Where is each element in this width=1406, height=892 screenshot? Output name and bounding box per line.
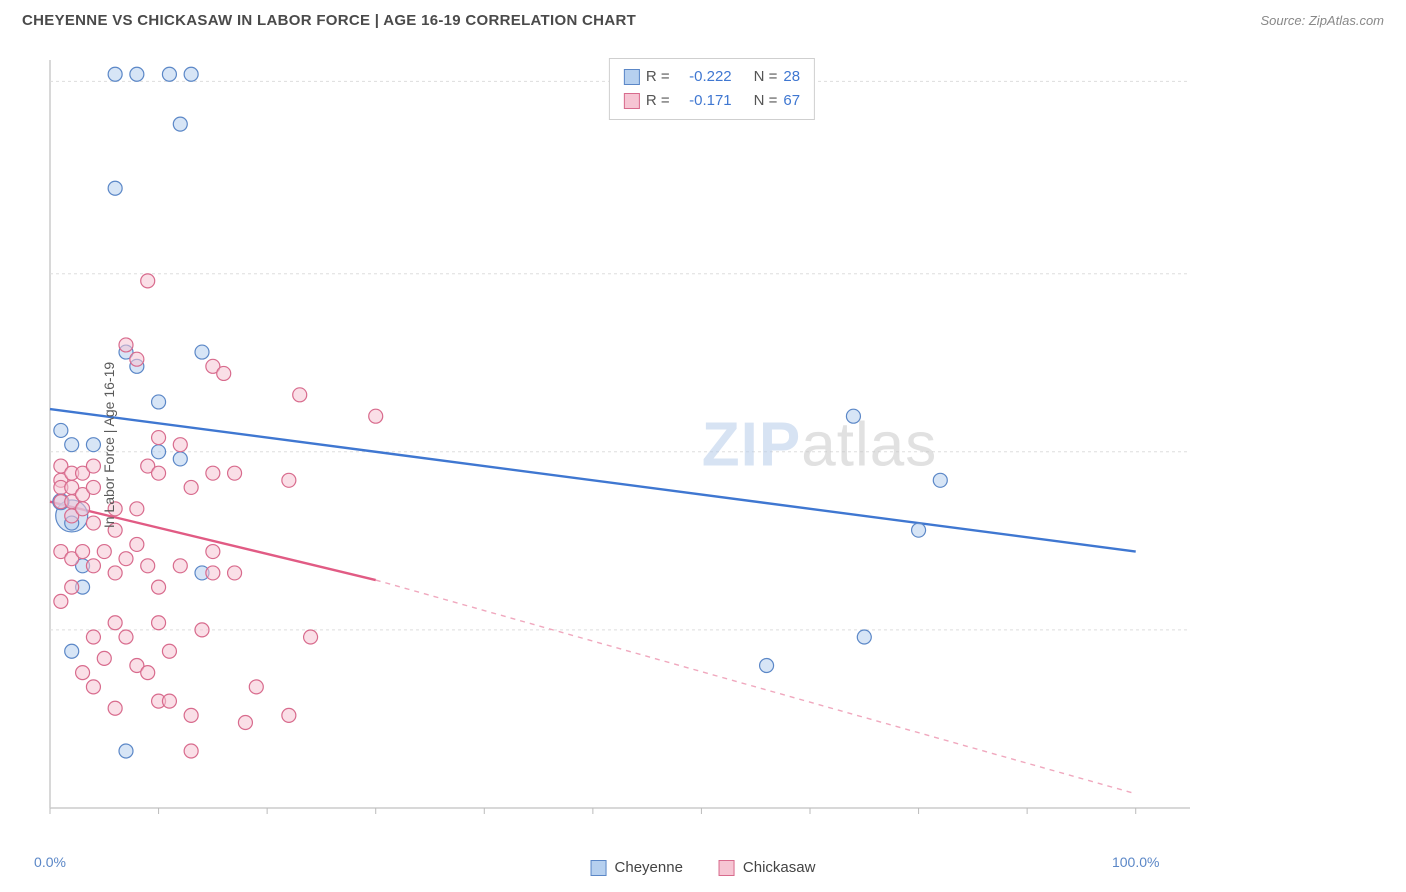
header: CHEYENNE VS CHICKASAW IN LABOR FORCE | A… [0, 0, 1406, 37]
data-point [86, 516, 100, 530]
data-point [933, 473, 947, 487]
chart-title: CHEYENNE VS CHICKASAW IN LABOR FORCE | A… [22, 12, 636, 29]
data-point [206, 466, 220, 480]
data-point [195, 345, 209, 359]
data-point [206, 566, 220, 580]
data-point [152, 395, 166, 409]
n-value: 67 [783, 89, 800, 113]
data-point [54, 423, 68, 437]
legend-series-item: Cheyenne [591, 859, 683, 876]
data-point [162, 67, 176, 81]
data-point [152, 466, 166, 480]
data-point [760, 659, 774, 673]
data-point [65, 644, 79, 658]
data-point [173, 452, 187, 466]
scatter-plot [40, 48, 1290, 828]
data-point [76, 502, 90, 516]
data-point [162, 694, 176, 708]
r-label: R = [646, 89, 670, 113]
legend-series-item: Chickasaw [719, 859, 816, 876]
data-point [141, 666, 155, 680]
data-point [130, 67, 144, 81]
data-point [119, 338, 133, 352]
data-point [130, 502, 144, 516]
data-point [912, 523, 926, 537]
data-point [228, 566, 242, 580]
data-point [369, 409, 383, 423]
data-point [97, 545, 111, 559]
y-axis-label: In Labor Force | Age 16-19 [101, 362, 117, 528]
n-label: N = [754, 89, 778, 113]
data-point [130, 352, 144, 366]
data-point [86, 680, 100, 694]
r-value: -0.171 [676, 89, 732, 113]
data-point [228, 466, 242, 480]
data-point [184, 480, 198, 494]
r-label: R = [646, 65, 670, 89]
data-point [249, 680, 263, 694]
legend-series-label: Chickasaw [743, 859, 816, 876]
data-point [152, 616, 166, 630]
data-point [152, 431, 166, 445]
legend-swatch [719, 860, 735, 876]
data-point [184, 67, 198, 81]
legend-series: Cheyenne Chickasaw [591, 859, 816, 876]
data-point [108, 181, 122, 195]
data-point [65, 580, 79, 594]
source-label: Source: ZipAtlas.com [1260, 13, 1384, 28]
data-point [108, 67, 122, 81]
chart-container: In Labor Force | Age 16-19 ZIPatlas R =-… [40, 48, 1384, 842]
data-point [282, 708, 296, 722]
legend-swatch [591, 860, 607, 876]
data-point [293, 388, 307, 402]
data-point [173, 559, 187, 573]
data-point [238, 716, 252, 730]
data-point [86, 438, 100, 452]
data-point [54, 594, 68, 608]
data-point [141, 274, 155, 288]
data-point [846, 409, 860, 423]
n-label: N = [754, 65, 778, 89]
legend-swatch [624, 93, 640, 109]
data-point [152, 580, 166, 594]
data-point [108, 566, 122, 580]
data-point [141, 559, 155, 573]
legend-series-label: Cheyenne [615, 859, 683, 876]
r-value: -0.222 [676, 65, 732, 89]
data-point [65, 438, 79, 452]
data-point [86, 559, 100, 573]
data-point [86, 480, 100, 494]
legend-correlation-row: R =-0.222 N =28 [624, 65, 800, 89]
data-point [86, 630, 100, 644]
data-point [173, 117, 187, 131]
data-point [130, 537, 144, 551]
data-point [304, 630, 318, 644]
data-point [76, 666, 90, 680]
data-point [282, 473, 296, 487]
legend-swatch [624, 69, 640, 85]
data-point [857, 630, 871, 644]
legend-correlation-row: R =-0.171 N =67 [624, 89, 800, 113]
n-value: 28 [783, 65, 800, 89]
data-point [195, 623, 209, 637]
legend-correlation: R =-0.222 N =28 R =-0.171 N =67 [609, 58, 815, 120]
data-point [119, 744, 133, 758]
data-point [206, 545, 220, 559]
data-point [76, 545, 90, 559]
data-point [119, 552, 133, 566]
data-point [184, 744, 198, 758]
data-point [108, 701, 122, 715]
data-point [184, 708, 198, 722]
x-tick-label: 0.0% [34, 854, 66, 870]
data-point [97, 651, 111, 665]
data-point [162, 644, 176, 658]
data-point [173, 438, 187, 452]
x-tick-label: 100.0% [1112, 854, 1159, 870]
data-point [217, 366, 231, 380]
data-point [152, 445, 166, 459]
data-point [86, 459, 100, 473]
data-point [119, 630, 133, 644]
data-point [108, 616, 122, 630]
